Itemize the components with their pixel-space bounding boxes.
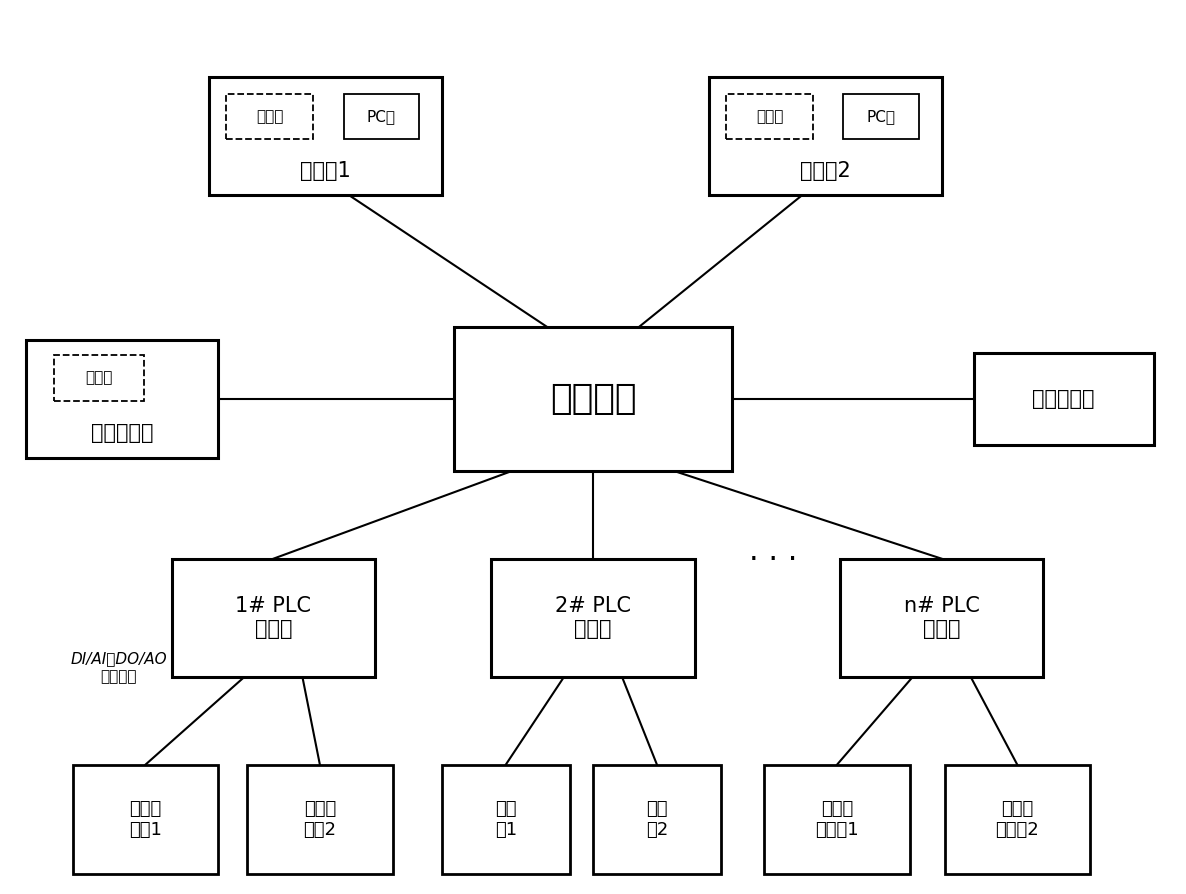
Bar xyxy=(53,355,145,401)
Text: 电磁流
量计1: 电磁流 量计1 xyxy=(129,800,162,839)
Bar xyxy=(227,94,313,139)
Bar xyxy=(247,764,393,874)
Bar xyxy=(726,94,814,139)
Text: 电磁流
量计2: 电磁流 量计2 xyxy=(304,800,337,839)
Bar xyxy=(765,764,910,874)
Bar xyxy=(974,353,1154,445)
Text: 波纹管
压力计1: 波纹管 压力计1 xyxy=(815,800,859,839)
Text: 通信网络: 通信网络 xyxy=(550,382,636,416)
Text: 工程师: 工程师 xyxy=(256,109,283,124)
Bar xyxy=(709,77,942,195)
Text: · · ·: · · · xyxy=(750,546,797,576)
Text: 1# PLC
控制站: 1# PLC 控制站 xyxy=(235,596,312,639)
Text: PC机: PC机 xyxy=(867,109,895,124)
Bar xyxy=(344,94,419,139)
Bar xyxy=(26,340,218,458)
Text: DI/AI，DO/AO
现场总线: DI/AI，DO/AO 现场总线 xyxy=(70,652,167,684)
Bar xyxy=(72,764,218,874)
Bar xyxy=(442,764,569,874)
Bar xyxy=(210,77,442,195)
Text: n# PLC
控制站: n# PLC 控制站 xyxy=(904,596,980,639)
Text: 热电
偶1: 热电 偶1 xyxy=(495,800,517,839)
Text: 操作站1: 操作站1 xyxy=(300,161,351,181)
Text: 数据库: 数据库 xyxy=(85,370,113,385)
Text: 工程师: 工程师 xyxy=(755,109,784,124)
Text: 热电
偶2: 热电 偶2 xyxy=(646,800,668,839)
Bar xyxy=(172,559,375,677)
Bar xyxy=(453,326,733,471)
Bar xyxy=(843,94,919,139)
Text: 2# PLC
控制站: 2# PLC 控制站 xyxy=(555,596,631,639)
Text: 操作站2: 操作站2 xyxy=(801,161,850,181)
Bar xyxy=(944,764,1090,874)
Bar xyxy=(593,764,721,874)
Bar xyxy=(491,559,695,677)
Text: 服务管理器: 服务管理器 xyxy=(91,424,153,443)
Text: PC机: PC机 xyxy=(366,109,396,124)
Text: 波纹管
压力计2: 波纹管 压力计2 xyxy=(995,800,1039,839)
Bar xyxy=(840,559,1044,677)
Text: 中央控制室: 中央控制室 xyxy=(1033,389,1095,409)
